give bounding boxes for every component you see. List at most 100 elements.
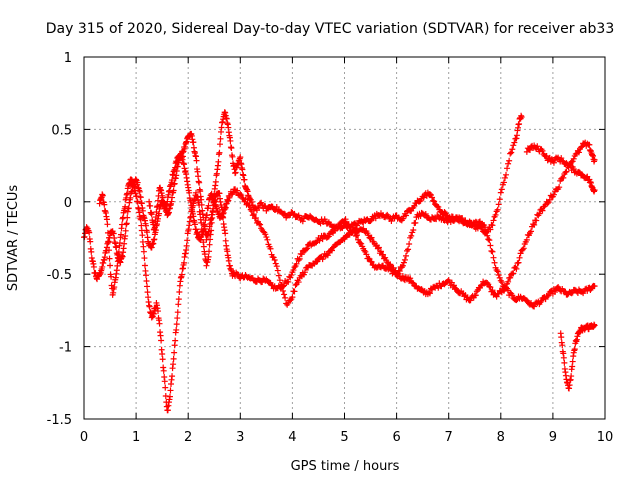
data-point: [295, 257, 302, 264]
data-point: [212, 178, 219, 185]
data-point: [291, 264, 298, 271]
data-point: [249, 212, 256, 219]
data-point: [405, 246, 412, 253]
data-point: [578, 144, 585, 151]
data-point: [105, 238, 112, 245]
data-point: [399, 272, 406, 279]
x-tick-label: 2: [184, 430, 192, 445]
data-point: [288, 272, 295, 279]
data-point: [151, 224, 158, 231]
data-point: [511, 139, 518, 146]
data-point: [158, 337, 165, 344]
data-point: [209, 214, 216, 221]
data-point: [365, 255, 372, 262]
data-point: [487, 284, 494, 291]
data-point: [408, 232, 415, 239]
data-point: [492, 211, 499, 218]
data-point: [276, 277, 283, 284]
x-tick-label: 1: [132, 430, 140, 445]
data-point: [171, 180, 178, 187]
data-point: [215, 158, 222, 165]
data-point: [558, 334, 565, 341]
data-point: [216, 190, 223, 197]
data-point: [195, 173, 202, 180]
data-point: [289, 294, 296, 301]
data-point: [141, 262, 148, 269]
y-tick-label: -1.5: [47, 413, 72, 428]
data-point: [420, 194, 427, 201]
data-point: [352, 233, 359, 240]
data-point: [568, 290, 575, 297]
data-point: [494, 206, 501, 213]
data-point: [198, 196, 205, 203]
data-point: [368, 234, 375, 241]
data-point: [171, 349, 178, 356]
data-point: [534, 143, 541, 150]
data-point: [429, 194, 436, 201]
data-point: [523, 297, 530, 304]
data-point: [101, 201, 108, 208]
data-point: [507, 150, 514, 157]
data-point: [293, 260, 300, 267]
data-point: [490, 217, 497, 224]
x-tick-label: 8: [497, 430, 505, 445]
data-point: [237, 191, 244, 198]
data-point: [497, 277, 504, 284]
data-point: [117, 231, 124, 238]
data-point: [116, 239, 123, 246]
data-point: [399, 262, 406, 269]
x-tick-label: 7: [445, 430, 453, 445]
data-point: [570, 155, 577, 162]
data-point: [516, 254, 523, 261]
data-point: [252, 214, 259, 221]
data-point: [518, 114, 525, 121]
data-point: [505, 160, 512, 167]
data-point: [550, 159, 557, 166]
data-point: [173, 326, 180, 333]
x-tick-label: 9: [549, 430, 557, 445]
data-point: [517, 250, 524, 257]
data-point: [197, 188, 204, 195]
data-point: [374, 245, 381, 252]
data-point: [418, 286, 425, 293]
data-point: [559, 342, 566, 349]
data-point: [505, 278, 512, 285]
data-point: [170, 355, 177, 362]
data-point: [245, 202, 252, 209]
data-point: [572, 151, 579, 158]
data-point: [272, 260, 279, 267]
data-point: [566, 161, 573, 168]
data-point: [191, 221, 198, 228]
data-point: [139, 232, 146, 239]
data-point: [201, 223, 208, 230]
data-point: [542, 296, 549, 303]
data-point: [550, 191, 557, 198]
data-point: [106, 255, 113, 262]
data-point: [124, 190, 131, 197]
data-point: [496, 274, 503, 281]
data-point: [148, 211, 155, 218]
data-point: [301, 269, 308, 276]
data-point: [176, 288, 183, 295]
data-point: [325, 233, 332, 240]
data-point: [237, 154, 244, 161]
data-point: [295, 279, 302, 286]
data-point: [291, 210, 298, 217]
data-point: [410, 227, 417, 234]
data-point: [298, 251, 305, 258]
data-point: [523, 148, 530, 155]
data-point: [159, 350, 166, 357]
data-point: [509, 292, 516, 299]
data-point: [361, 247, 368, 254]
data-point: [162, 392, 169, 399]
data-point: [280, 287, 287, 294]
data-point: [515, 259, 522, 266]
data-point: [273, 263, 280, 270]
data-point: [133, 193, 140, 200]
data-point: [144, 229, 151, 236]
data-point: [406, 241, 413, 248]
data-point: [170, 361, 177, 368]
data-point: [489, 287, 496, 294]
y-tick-label: 1: [64, 51, 72, 66]
data-point: [363, 251, 370, 258]
